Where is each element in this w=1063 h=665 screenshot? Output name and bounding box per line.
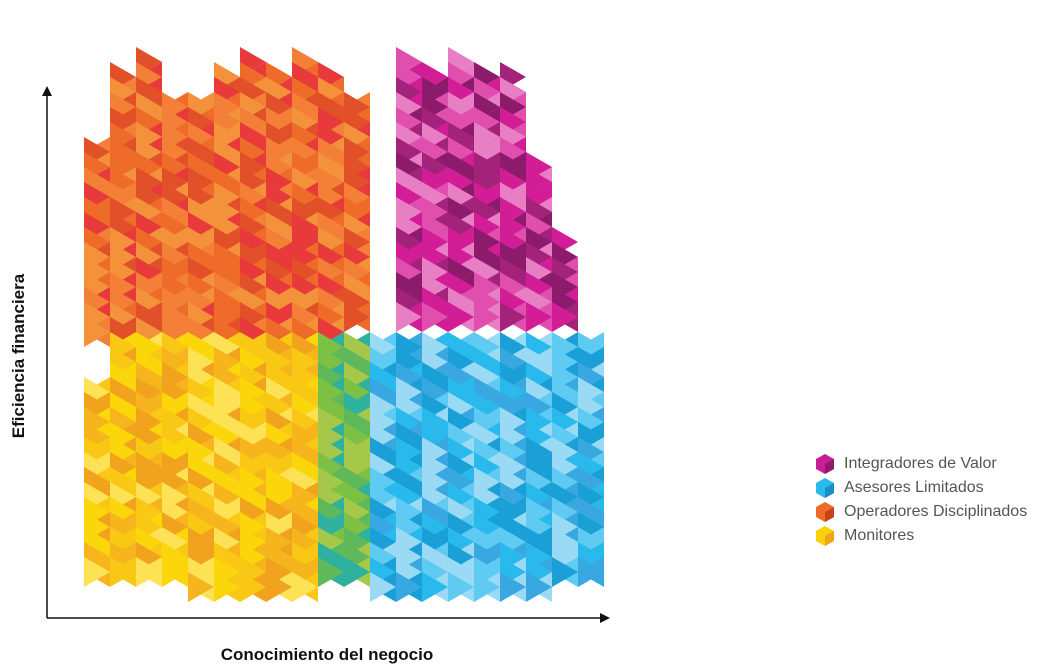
legend-item-operadores: Operadores Disciplinados — [814, 500, 1027, 524]
mosaic-tile — [344, 302, 370, 332]
mosaic-tile — [552, 302, 578, 332]
x-axis-label: Conocimiento del negocio — [221, 645, 434, 664]
mosaic-tile — [500, 572, 526, 602]
mosaic-tile — [188, 572, 214, 602]
legend-label: Integradores de Valor — [844, 455, 997, 472]
hexagon-cube-icon — [816, 502, 834, 522]
mosaic-tile — [448, 572, 474, 602]
mosaic-tile — [526, 302, 552, 332]
mosaic-tile — [292, 572, 318, 602]
mosaic-tile — [396, 302, 422, 332]
mosaic-tile — [136, 557, 162, 587]
hexagon-shade — [825, 507, 834, 522]
y-axis-label: Eficiencia financiera — [9, 273, 28, 438]
legend: Integradores de Valor Asesores Limitados… — [814, 452, 1027, 548]
legend-label: Monitores — [844, 527, 915, 544]
mosaic-tile — [474, 572, 500, 602]
mosaic-tile — [266, 572, 292, 602]
mosaic-tile — [84, 557, 110, 587]
legend-label: Asesores Limitados — [844, 479, 984, 496]
hexagon-cube-icon — [816, 478, 834, 498]
mosaic-tile — [552, 557, 578, 587]
hexagon-shade — [825, 459, 834, 474]
mosaic-tile — [110, 557, 136, 587]
mosaic-tile — [162, 557, 188, 587]
mosaic-tile — [578, 557, 604, 587]
legend-item-integradores: Integradores de Valor — [814, 452, 1027, 476]
mosaic-tile — [526, 572, 552, 602]
mosaic-tile — [448, 302, 474, 332]
mosaic-tile — [214, 572, 240, 602]
mosaic-tile — [84, 317, 110, 347]
mosaic-tile — [370, 572, 396, 602]
legend-label: Operadores Disciplinados — [844, 503, 1028, 520]
isometric-block-field — [84, 47, 604, 602]
mosaic-tile — [474, 302, 500, 332]
hexagon-cube-icon — [816, 454, 834, 474]
mosaic-tile — [422, 572, 448, 602]
mosaic-tile — [500, 302, 526, 332]
mosaic-tile — [396, 572, 422, 602]
mosaic-tile — [344, 557, 370, 587]
hexagon-shade — [825, 531, 834, 546]
mosaic-tile — [240, 572, 266, 602]
hexagon-cube-icon — [816, 526, 834, 546]
hexagon-shade — [825, 483, 834, 498]
mosaic-tile — [422, 302, 448, 332]
legend-item-asesores: Asesores Limitados — [814, 476, 1027, 500]
mosaic-tile — [318, 557, 344, 587]
legend-item-monitores: Monitores — [814, 524, 1027, 548]
